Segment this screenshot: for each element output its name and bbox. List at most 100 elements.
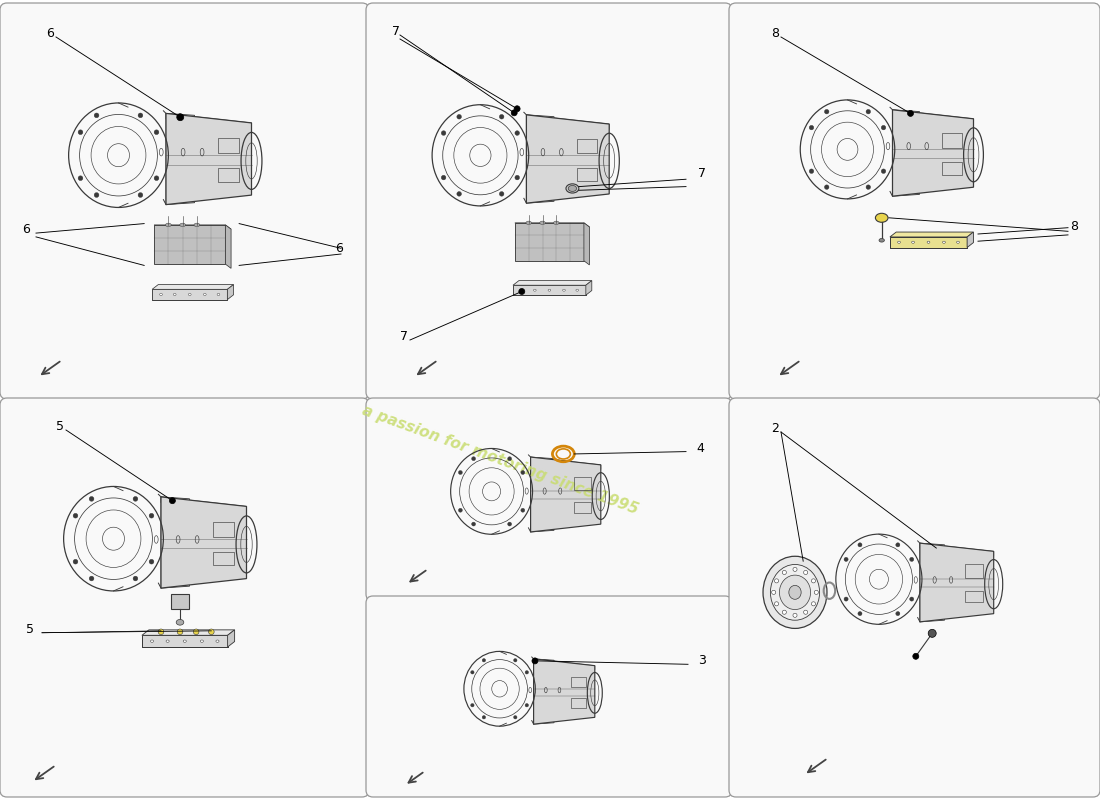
- Circle shape: [472, 457, 475, 461]
- Circle shape: [95, 113, 99, 118]
- Polygon shape: [513, 281, 592, 286]
- Ellipse shape: [520, 289, 522, 291]
- Circle shape: [804, 570, 807, 574]
- Circle shape: [793, 614, 798, 618]
- Circle shape: [515, 130, 519, 135]
- Text: a passion for motoring since 1995: a passion for motoring since 1995: [360, 403, 640, 517]
- Circle shape: [456, 114, 461, 119]
- Polygon shape: [530, 457, 601, 532]
- Text: 8: 8: [771, 27, 779, 40]
- Text: 6: 6: [22, 223, 30, 236]
- Bar: [213, 552, 234, 566]
- FancyBboxPatch shape: [0, 3, 368, 399]
- Ellipse shape: [879, 238, 884, 242]
- Circle shape: [499, 191, 504, 196]
- Polygon shape: [584, 223, 590, 265]
- Bar: [965, 590, 983, 602]
- Circle shape: [508, 522, 512, 526]
- Ellipse shape: [912, 241, 914, 243]
- Circle shape: [177, 114, 184, 121]
- Ellipse shape: [943, 241, 945, 243]
- Bar: [578, 168, 597, 181]
- Ellipse shape: [780, 575, 811, 610]
- Circle shape: [810, 126, 814, 130]
- Circle shape: [774, 579, 779, 583]
- Circle shape: [139, 193, 143, 198]
- Circle shape: [154, 176, 158, 181]
- Circle shape: [514, 658, 517, 662]
- Ellipse shape: [179, 223, 186, 226]
- Polygon shape: [228, 285, 233, 300]
- Circle shape: [89, 497, 94, 502]
- Polygon shape: [142, 630, 234, 635]
- Polygon shape: [515, 223, 590, 227]
- Circle shape: [810, 169, 814, 174]
- Circle shape: [139, 113, 143, 118]
- Bar: [942, 133, 961, 147]
- Ellipse shape: [566, 184, 579, 193]
- FancyBboxPatch shape: [366, 596, 732, 797]
- Polygon shape: [166, 114, 252, 205]
- Polygon shape: [920, 543, 993, 622]
- Circle shape: [519, 289, 525, 294]
- Circle shape: [158, 629, 164, 634]
- Circle shape: [525, 670, 528, 674]
- Polygon shape: [530, 457, 601, 470]
- Circle shape: [858, 611, 862, 616]
- Bar: [573, 502, 591, 514]
- Polygon shape: [890, 237, 967, 247]
- Circle shape: [133, 576, 138, 581]
- Ellipse shape: [553, 221, 559, 225]
- Polygon shape: [534, 659, 595, 724]
- Ellipse shape: [165, 223, 172, 226]
- Ellipse shape: [174, 294, 176, 295]
- Circle shape: [881, 126, 886, 130]
- Bar: [578, 138, 597, 154]
- Ellipse shape: [576, 289, 579, 291]
- Bar: [571, 677, 586, 687]
- Bar: [942, 162, 961, 174]
- Circle shape: [459, 470, 462, 474]
- Text: 2: 2: [771, 422, 779, 435]
- Text: 7: 7: [400, 330, 408, 343]
- Circle shape: [169, 498, 175, 504]
- Circle shape: [459, 508, 462, 512]
- Text: 8: 8: [1070, 219, 1078, 233]
- Circle shape: [532, 658, 538, 664]
- Circle shape: [521, 470, 525, 474]
- Polygon shape: [161, 497, 246, 588]
- Bar: [218, 138, 239, 154]
- Circle shape: [814, 590, 818, 594]
- Ellipse shape: [763, 556, 827, 629]
- Circle shape: [812, 579, 815, 583]
- Bar: [172, 594, 188, 609]
- Polygon shape: [527, 115, 554, 203]
- Bar: [573, 478, 591, 490]
- Circle shape: [95, 193, 99, 198]
- Ellipse shape: [569, 186, 576, 191]
- Circle shape: [73, 559, 78, 564]
- Polygon shape: [226, 225, 231, 268]
- Polygon shape: [534, 659, 595, 670]
- Polygon shape: [154, 225, 226, 264]
- Circle shape: [441, 175, 446, 180]
- Text: 6: 6: [46, 27, 54, 40]
- Circle shape: [782, 570, 786, 574]
- Circle shape: [472, 522, 475, 526]
- Circle shape: [150, 559, 154, 564]
- Polygon shape: [228, 630, 234, 647]
- Ellipse shape: [151, 640, 154, 642]
- Polygon shape: [166, 114, 195, 205]
- Circle shape: [177, 629, 183, 634]
- Circle shape: [844, 558, 848, 562]
- Text: 5: 5: [56, 420, 64, 433]
- FancyBboxPatch shape: [729, 3, 1100, 399]
- Polygon shape: [892, 110, 974, 196]
- FancyBboxPatch shape: [366, 3, 732, 399]
- Ellipse shape: [562, 289, 565, 291]
- Polygon shape: [513, 286, 586, 295]
- Polygon shape: [890, 232, 974, 237]
- Circle shape: [895, 611, 900, 616]
- Circle shape: [515, 175, 519, 180]
- Polygon shape: [154, 225, 231, 229]
